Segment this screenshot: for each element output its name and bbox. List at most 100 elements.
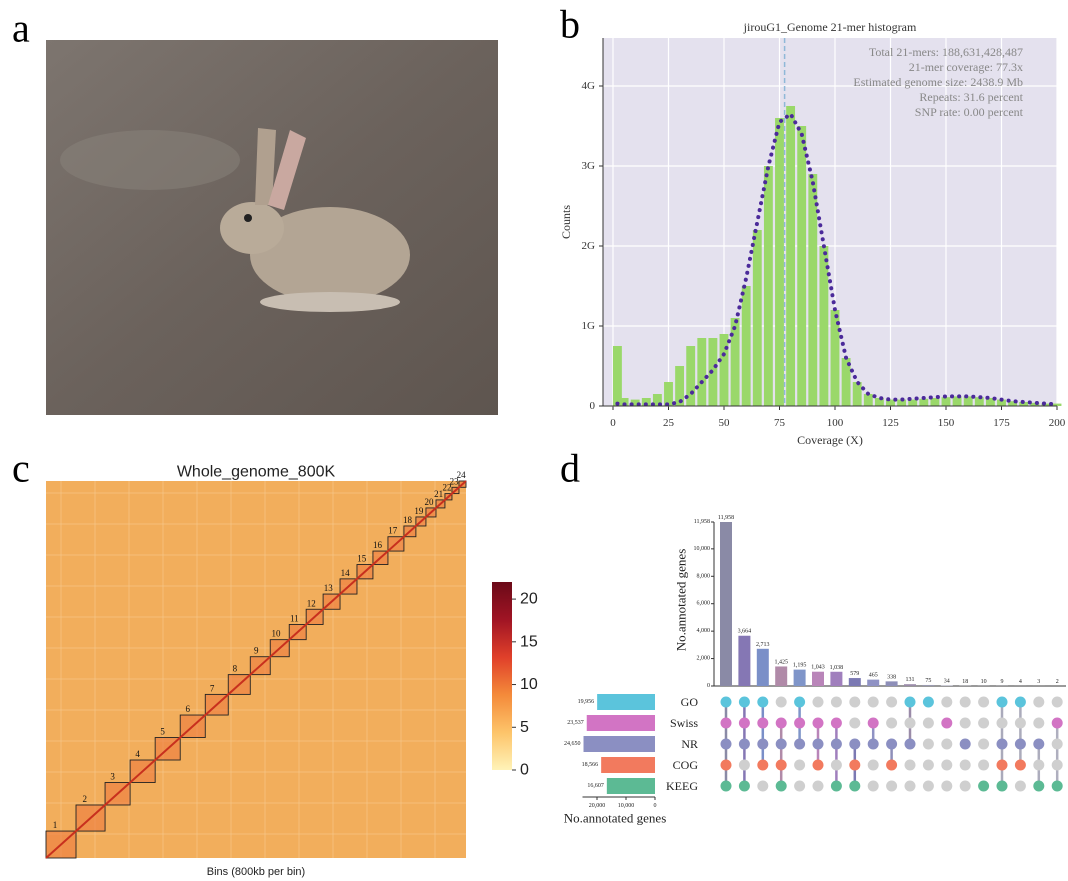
- y-axis-label: Counts: [559, 205, 573, 239]
- membership-dot: [941, 696, 953, 708]
- chromosome-label: 6: [185, 704, 190, 714]
- histogram-bar: [985, 398, 995, 406]
- histogram-bar: [863, 394, 873, 406]
- membership-dot: [867, 738, 879, 750]
- histogram-bar: [930, 398, 940, 406]
- membership-dot: [922, 759, 934, 771]
- x-tick-label: 150: [938, 417, 955, 429]
- membership-dot: [794, 780, 806, 792]
- chromosome-label: 4: [135, 749, 140, 759]
- value-label: 3: [1037, 679, 1040, 685]
- x-tick-label: 50: [718, 417, 730, 429]
- membership-dot: [867, 780, 879, 792]
- membership-dot: [1033, 696, 1045, 708]
- membership-dot: [757, 780, 769, 792]
- value-label: 11,958: [718, 515, 734, 521]
- histogram-bar: [664, 382, 673, 406]
- set-size-bar: [586, 715, 655, 731]
- membership-dot: [978, 738, 990, 750]
- membership-dot: [886, 717, 898, 729]
- intersection-bar: [738, 635, 751, 686]
- colorbar: [492, 582, 512, 770]
- histogram-bar: [808, 174, 818, 406]
- x-tick-label: 20,000: [589, 803, 606, 809]
- value-label: 10: [981, 679, 987, 685]
- membership-dot: [757, 738, 769, 750]
- panel-label: a: [12, 6, 30, 51]
- membership-dot: [849, 738, 861, 750]
- chromosome-label: 16: [373, 540, 383, 550]
- set-size-bar: [606, 778, 655, 794]
- value-label: 1,195: [793, 663, 807, 669]
- chromosome-label: 9: [254, 646, 259, 656]
- membership-dot: [1014, 717, 1026, 729]
- intersection-bar: [720, 522, 732, 686]
- y-tick-label: 4,000: [697, 628, 711, 634]
- x-tick-label: 25: [663, 417, 675, 429]
- value-label: 338: [887, 674, 896, 680]
- histogram-bar: [830, 310, 840, 406]
- membership-dot: [794, 696, 806, 708]
- y-tick-label: 11,958: [694, 519, 710, 525]
- membership-dot: [812, 717, 824, 729]
- annotation: Estimated genome size: 2438.9 Mb: [853, 75, 1023, 89]
- histogram-bar: [652, 394, 662, 406]
- membership-dot: [941, 717, 953, 729]
- membership-dot: [830, 717, 842, 729]
- histogram-bar: [741, 286, 751, 406]
- membership-dot: [978, 717, 990, 729]
- chromosome-label: 7: [210, 683, 215, 693]
- histogram-bar: [974, 397, 984, 406]
- set-size-label: 24,650: [564, 741, 581, 747]
- colorbar-tick-label: 15: [520, 633, 538, 650]
- photo: [46, 40, 498, 415]
- membership-dot: [867, 717, 879, 729]
- chromosome-label: 24: [457, 470, 467, 480]
- membership-dot: [922, 717, 934, 729]
- membership-dot: [922, 780, 934, 792]
- membership-dot: [849, 780, 861, 792]
- membership-dot: [794, 717, 806, 729]
- membership-dot: [775, 717, 787, 729]
- membership-dot: [775, 780, 787, 792]
- set-label: GO: [681, 695, 699, 709]
- chromosome-label: 22: [443, 483, 452, 493]
- histogram-bar: [941, 397, 951, 406]
- membership-dot: [959, 759, 971, 771]
- x-tick-label: 75: [774, 417, 786, 429]
- intersection-bar: [775, 666, 788, 686]
- y-tick-label: 0: [590, 400, 596, 412]
- chromosome-label: 3: [110, 772, 115, 782]
- membership-dot: [959, 717, 971, 729]
- membership-dot: [849, 717, 861, 729]
- annotation: Repeats: 31.6 percent: [919, 90, 1023, 104]
- membership-dot: [738, 759, 750, 771]
- x-axis-label: Bins (800kb per bin): [207, 866, 305, 878]
- membership-dot: [904, 738, 916, 750]
- membership-dot: [1033, 759, 1045, 771]
- membership-dot: [886, 696, 898, 708]
- colorbar-tick-label: 20: [520, 591, 538, 608]
- x-tick-label: 0: [654, 803, 657, 809]
- membership-dot: [996, 759, 1008, 771]
- membership-dot: [720, 780, 732, 792]
- y-tick-label: 8,000: [697, 573, 711, 579]
- value-label: 2,713: [756, 642, 770, 648]
- membership-dot: [757, 717, 769, 729]
- membership-dot: [757, 759, 769, 771]
- chromosome-label: 12: [307, 598, 316, 608]
- membership-dot: [922, 738, 934, 750]
- membership-dot: [941, 738, 953, 750]
- histogram-bar: [763, 166, 773, 406]
- membership-dot: [886, 759, 898, 771]
- histogram-bar: [1041, 403, 1051, 406]
- membership-dot: [1014, 696, 1026, 708]
- membership-dot: [775, 738, 787, 750]
- membership-dot: [775, 696, 787, 708]
- membership-dot: [794, 738, 806, 750]
- histogram-bar: [852, 382, 862, 406]
- histogram-bar: [819, 246, 829, 406]
- value-label: 34: [944, 679, 950, 685]
- histogram-bar: [786, 106, 796, 406]
